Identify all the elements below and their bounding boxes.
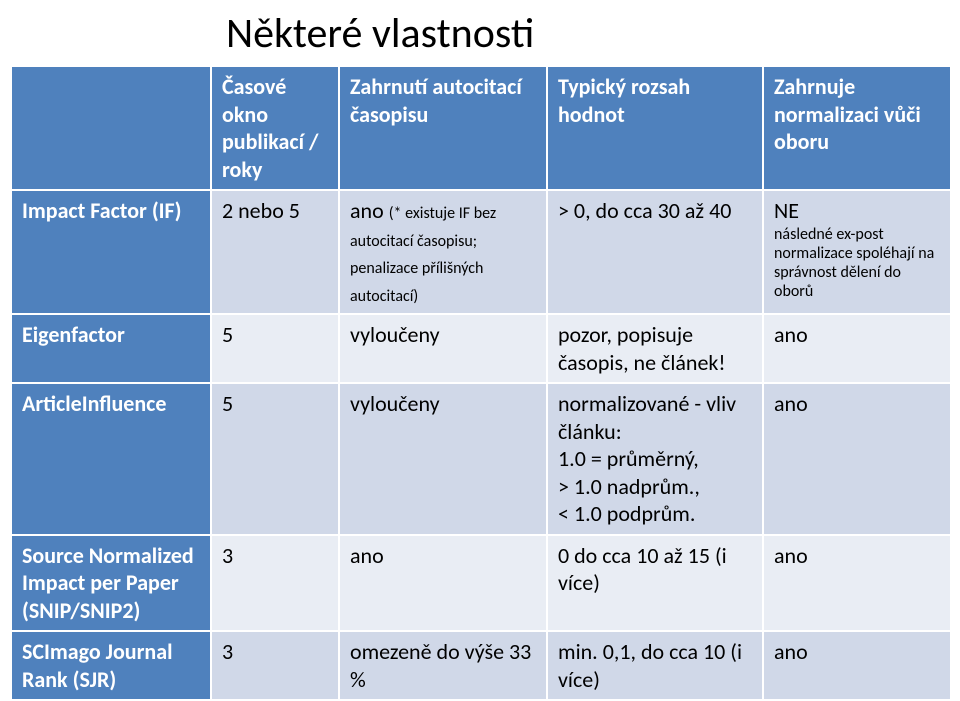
table-header: Časové okno publikací / rokyZahrnutí aut… — [11, 66, 951, 190]
cell-normalization: NEnásledné ex-post normalizace spoléhají… — [763, 190, 951, 314]
metric-name: SCImago Journal Rank (SJR) — [11, 631, 211, 700]
metric-name: Eigenfactor — [11, 314, 211, 383]
cell-range: pozor, popisuje časopis, ne článek! — [547, 314, 763, 383]
table-row: SCImago Journal Rank (SJR)3omezeně do vý… — [11, 631, 951, 700]
cell-window: 3 — [211, 535, 339, 632]
slide-title: Některé vlastnosti — [0, 0, 960, 61]
cell-normalization: ano — [763, 535, 951, 632]
column-header: Zahrnutí autocitací časopisu — [339, 66, 547, 190]
cell-autocite: vyloučeny — [339, 314, 547, 383]
cell-window: 5 — [211, 383, 339, 535]
metric-name: Source Normalized Impact per Paper (SNIP… — [11, 535, 211, 632]
properties-table: Časové okno publikací / rokyZahrnutí aut… — [10, 65, 952, 701]
cell-window: 5 — [211, 314, 339, 383]
table-row: Eigenfactor5vyloučenypozor, popisuje čas… — [11, 314, 951, 383]
cell-normalization: ano — [763, 631, 951, 700]
cell-normalization: ano — [763, 383, 951, 535]
table-row: Impact Factor (IF)2 nebo 5ano (* existuj… — [11, 190, 951, 314]
table-row: ArticleInfluence5vyloučenynormalizované … — [11, 383, 951, 535]
cell-autocite: ano — [339, 535, 547, 632]
column-header: Zahrnuje normalizaci vůči oboru — [763, 66, 951, 190]
cell-normalization: ano — [763, 314, 951, 383]
cell-range: min. 0,1, do cca 10 (i více) — [547, 631, 763, 700]
column-header: Typický rozsah hodnot — [547, 66, 763, 190]
cell-window: 3 — [211, 631, 339, 700]
cell-autocite: omezeně do výše 33 % — [339, 631, 547, 700]
cell-range: 0 do cca 10 až 15 (i více) — [547, 535, 763, 632]
column-header — [11, 66, 211, 190]
metric-name: ArticleInfluence — [11, 383, 211, 535]
cell-autocite: ano (* existuje IF bez autocitací časopi… — [339, 190, 547, 314]
cell-range: > 0, do cca 30 až 40 — [547, 190, 763, 314]
metric-name: Impact Factor (IF) — [11, 190, 211, 314]
cell-range: normalizované - vliv článku: 1.0 = průmě… — [547, 383, 763, 535]
column-header: Časové okno publikací / roky — [211, 66, 339, 190]
table-row: Source Normalized Impact per Paper (SNIP… — [11, 535, 951, 632]
cell-autocite: vyloučeny — [339, 383, 547, 535]
cell-window: 2 nebo 5 — [211, 190, 339, 314]
table-body: Impact Factor (IF)2 nebo 5ano (* existuj… — [11, 190, 951, 700]
